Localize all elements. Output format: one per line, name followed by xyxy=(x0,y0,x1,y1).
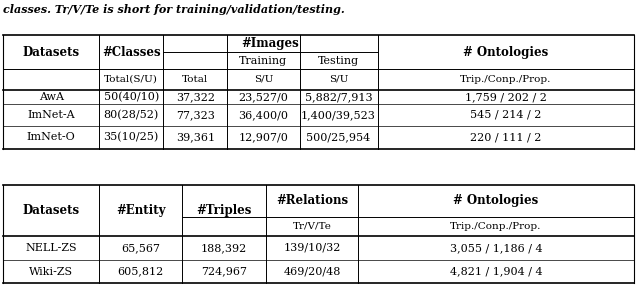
Text: 36,400/0: 36,400/0 xyxy=(238,110,289,120)
Text: S/U: S/U xyxy=(329,75,348,84)
Text: #Images: #Images xyxy=(241,37,300,50)
Text: 469/20/48: 469/20/48 xyxy=(284,267,340,277)
Text: 220 / 111 / 2: 220 / 111 / 2 xyxy=(470,132,541,142)
Text: 545 / 214 / 2: 545 / 214 / 2 xyxy=(470,110,541,120)
Text: Trip./Conp./Prop.: Trip./Conp./Prop. xyxy=(451,222,541,231)
Text: Training: Training xyxy=(239,56,287,66)
Text: Datasets: Datasets xyxy=(22,204,80,217)
Text: S/U: S/U xyxy=(253,75,273,84)
Text: 5,882/7,913: 5,882/7,913 xyxy=(305,92,372,102)
Text: 80(28/52): 80(28/52) xyxy=(104,110,159,120)
Text: Wiki-ZS: Wiki-ZS xyxy=(29,267,73,277)
Text: # Ontologies: # Ontologies xyxy=(453,194,539,207)
Text: 77,323: 77,323 xyxy=(176,110,214,120)
Text: 139/10/32: 139/10/32 xyxy=(284,243,340,253)
Text: NELL-ZS: NELL-ZS xyxy=(26,243,77,253)
Text: #Relations: #Relations xyxy=(276,194,348,207)
Text: 188,392: 188,392 xyxy=(201,243,247,253)
Text: 724,967: 724,967 xyxy=(201,267,247,277)
Text: AwA: AwA xyxy=(38,92,64,102)
Text: 500/25,954: 500/25,954 xyxy=(307,132,371,142)
Text: Testing: Testing xyxy=(318,56,359,66)
Text: Total: Total xyxy=(182,75,209,84)
Text: 12,907/0: 12,907/0 xyxy=(239,132,288,142)
Text: Total(S/U): Total(S/U) xyxy=(104,75,158,84)
Text: 4,821 / 1,904 / 4: 4,821 / 1,904 / 4 xyxy=(450,267,542,277)
Text: 65,567: 65,567 xyxy=(122,243,160,253)
Text: #Classes: #Classes xyxy=(102,46,161,58)
Text: ImNet-O: ImNet-O xyxy=(27,132,76,142)
Text: 605,812: 605,812 xyxy=(118,267,164,277)
Text: 50(40/10): 50(40/10) xyxy=(104,92,159,102)
Text: # Ontologies: # Ontologies xyxy=(463,46,548,58)
Text: classes. Tr/V/Te is short for training/validation/testing.: classes. Tr/V/Te is short for training/v… xyxy=(3,4,345,15)
Text: 1,400/39,523: 1,400/39,523 xyxy=(301,110,376,120)
Text: #Entity: #Entity xyxy=(116,204,166,217)
Text: #Triples: #Triples xyxy=(196,204,252,217)
Text: Datasets: Datasets xyxy=(22,46,80,58)
Text: 23,527/0: 23,527/0 xyxy=(239,92,288,102)
Text: ImNet-A: ImNet-A xyxy=(28,110,75,120)
Text: 3,055 / 1,186 / 4: 3,055 / 1,186 / 4 xyxy=(450,243,542,253)
Text: 1,759 / 202 / 2: 1,759 / 202 / 2 xyxy=(465,92,547,102)
Text: 37,322: 37,322 xyxy=(176,92,214,102)
Text: Trip./Conp./Prop.: Trip./Conp./Prop. xyxy=(460,75,551,84)
Text: Tr/V/Te: Tr/V/Te xyxy=(292,222,332,231)
Text: 35(10/25): 35(10/25) xyxy=(104,132,159,142)
Text: 39,361: 39,361 xyxy=(175,132,215,142)
